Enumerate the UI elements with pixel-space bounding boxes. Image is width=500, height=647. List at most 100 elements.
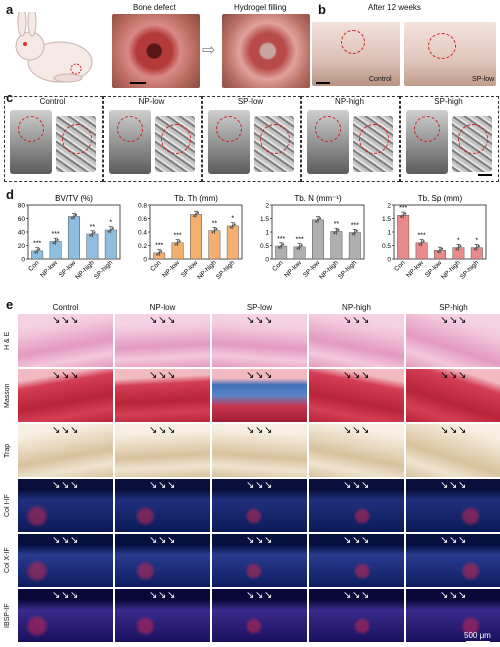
ct-defect-circle xyxy=(18,116,44,142)
x-tick-label: NP-high xyxy=(440,259,462,281)
histo-tile xyxy=(309,424,404,477)
histo-tile xyxy=(18,424,113,477)
data-point xyxy=(178,240,181,243)
data-point xyxy=(36,249,39,252)
data-point xyxy=(109,228,112,232)
data-point xyxy=(107,230,110,233)
pointer-arrow-icon: ↘ xyxy=(167,480,176,491)
data-point xyxy=(72,215,76,218)
ct-box-4 xyxy=(400,96,499,182)
y-tick-label: 1 xyxy=(387,230,391,237)
histo-tile xyxy=(18,534,113,587)
pointer-arrow-icon: ↘ xyxy=(264,480,273,491)
pointer-arrow-icon: ↘ xyxy=(352,535,361,546)
histo-tile xyxy=(115,479,210,532)
x-tick-label: SP-high xyxy=(337,259,359,281)
pointer-arrow-icon: ↘ xyxy=(52,370,61,381)
ct-defect-circle xyxy=(315,116,341,142)
ct-defect-circle xyxy=(117,116,143,142)
control-defect-circle xyxy=(341,30,365,54)
pointer-arrow-icon: ↘ xyxy=(449,370,458,381)
control-label-b: Control xyxy=(369,76,392,83)
hydrogel-filling-label: Hydrogel filling xyxy=(234,3,287,12)
pointer-arrow-icon: ↘ xyxy=(264,535,273,546)
panel-e-label: e xyxy=(6,297,14,312)
bar xyxy=(330,231,343,260)
significance-label: ** xyxy=(212,220,218,227)
data-point xyxy=(211,231,214,234)
histo-tile xyxy=(309,589,404,642)
y-tick-label: 80 xyxy=(18,203,26,210)
ct-title: NP-high xyxy=(335,97,364,106)
pointer-arrow-icon: ↘ xyxy=(255,480,264,491)
data-point xyxy=(34,251,37,254)
data-point xyxy=(335,230,338,233)
data-point xyxy=(298,245,301,248)
data-point xyxy=(438,249,442,252)
y-tick-label: 40 xyxy=(18,230,26,237)
pointer-arrow-icon: ↘ xyxy=(361,590,370,601)
pointer-arrow-icon: ↘ xyxy=(61,425,70,436)
pointer-arrow-icon: ↘ xyxy=(246,480,255,491)
data-point xyxy=(402,214,405,217)
data-point xyxy=(38,248,41,251)
pointer-arrow-icon: ↘ xyxy=(449,425,458,436)
sp-low-defect-circle xyxy=(428,33,456,59)
pointer-arrow-icon: ↘ xyxy=(352,425,361,436)
significance-label: *** xyxy=(418,233,426,240)
histo-tile xyxy=(406,369,500,422)
pointer-arrow-icon: ↘ xyxy=(361,315,370,326)
pointer-arrow-icon: ↘ xyxy=(352,370,361,381)
pointer-arrow-icon: ↘ xyxy=(449,480,458,491)
scale-bar-a xyxy=(130,82,146,84)
pointer-arrow-icon: ↘ xyxy=(361,425,370,436)
pointer-arrow-icon: ↘ xyxy=(458,535,467,546)
pointer-arrow-icon: ↘ xyxy=(70,535,79,546)
histo-tile xyxy=(309,314,404,367)
pointer-arrow-icon: ↘ xyxy=(61,535,70,546)
data-point xyxy=(475,246,478,249)
histo-row-label: Trap xyxy=(4,443,11,458)
pointer-arrow-icon: ↘ xyxy=(458,425,467,436)
data-point xyxy=(337,228,340,231)
ct-defect-circle xyxy=(414,116,440,142)
histo-tile xyxy=(18,589,113,642)
y-tick-label: 0.2 xyxy=(138,243,147,250)
data-point xyxy=(231,224,234,228)
pointer-arrow-icon: ↘ xyxy=(352,480,361,491)
data-point xyxy=(316,218,320,221)
panel-d-label: d xyxy=(6,187,14,202)
data-point xyxy=(318,217,322,220)
pointer-arrow-icon: ↘ xyxy=(149,315,158,326)
y-tick-label: 2 xyxy=(265,203,269,210)
pointer-arrow-icon: ↘ xyxy=(167,590,176,601)
bar xyxy=(226,225,239,260)
data-point xyxy=(436,250,440,254)
pointer-arrow-icon: ↘ xyxy=(352,590,361,601)
pointer-arrow-icon: ↘ xyxy=(149,480,158,491)
ct-title: Control xyxy=(39,97,66,106)
pointer-arrow-icon: ↘ xyxy=(343,425,352,436)
bar xyxy=(190,214,202,260)
data-point xyxy=(455,248,458,251)
x-tick-label: NP-high xyxy=(318,259,340,281)
pointer-arrow-icon: ↘ xyxy=(255,590,264,601)
data-point xyxy=(158,251,161,255)
bar xyxy=(104,229,117,260)
scale-label: 500 μm xyxy=(464,631,491,640)
chart-title: Tb. Th (mm) xyxy=(174,194,218,203)
significance-label: *** xyxy=(174,233,182,240)
pointer-arrow-icon: ↘ xyxy=(343,480,352,491)
histo-tile xyxy=(115,589,210,642)
data-point xyxy=(300,244,303,247)
significance-label: ** xyxy=(334,221,340,228)
histo-tile xyxy=(115,534,210,587)
pointer-arrow-icon: ↘ xyxy=(70,480,79,491)
pointer-arrow-icon: ↘ xyxy=(458,590,467,601)
pointer-arrow-icon: ↘ xyxy=(158,590,167,601)
histo-column-label: NP-high xyxy=(342,303,371,312)
y-tick-label: 0 xyxy=(387,257,391,264)
data-point xyxy=(353,231,356,234)
y-tick-label: 1.5 xyxy=(382,216,391,223)
pointer-arrow-icon: ↘ xyxy=(246,315,255,326)
